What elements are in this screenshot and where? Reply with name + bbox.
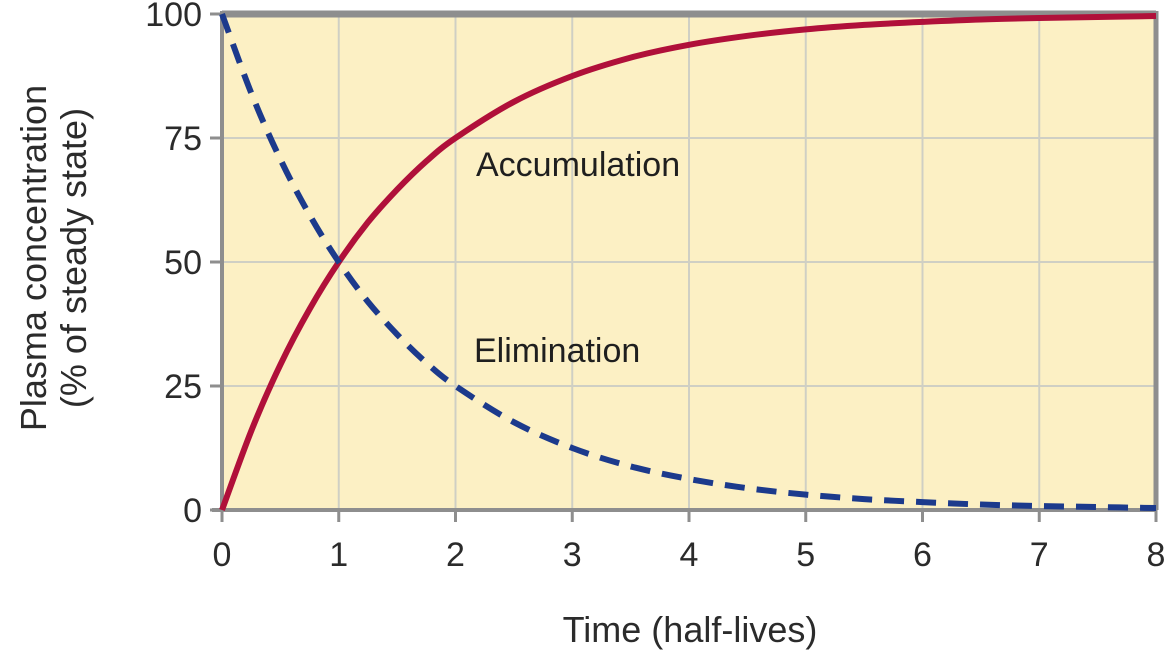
x-tick-label-3: 3 <box>563 536 582 574</box>
x-tick-label-0: 0 <box>213 536 232 574</box>
accumulation-series-label: Accumulation <box>476 146 680 184</box>
elimination-series-label: Elimination <box>474 332 640 370</box>
x-tick-labels: 0 1 2 3 4 5 6 7 8 <box>213 536 1166 574</box>
x-axis-title: Time (half-lives) <box>563 609 818 650</box>
x-tick-label-8: 8 <box>1147 536 1166 574</box>
x-tick-label-7: 7 <box>1030 536 1049 574</box>
elimination-curve <box>219 12 1157 511</box>
x-tick-label-4: 4 <box>680 536 699 574</box>
y-tick-label-75: 75 <box>164 120 202 158</box>
y-tick-label-0: 0 <box>183 492 202 530</box>
y-tick-labels: 0 25 50 75 100 <box>145 0 202 530</box>
y-tick-label-25: 25 <box>164 368 202 406</box>
y-tick-label-100: 100 <box>145 0 202 34</box>
x-tick-label-1: 1 <box>329 536 348 574</box>
y-tick-label-50: 50 <box>164 244 202 282</box>
x-tick-label-6: 6 <box>913 536 932 574</box>
accumulation-curve <box>219 13 1157 512</box>
x-tick-label-5: 5 <box>796 536 815 574</box>
y-axis-title-line-1: Plasma concentration <box>13 85 54 431</box>
y-axis-title-line-2: (% of steady state) <box>53 108 94 408</box>
plot-frame <box>210 10 1159 522</box>
series-group <box>219 12 1157 512</box>
x-tick-label-2: 2 <box>446 536 465 574</box>
